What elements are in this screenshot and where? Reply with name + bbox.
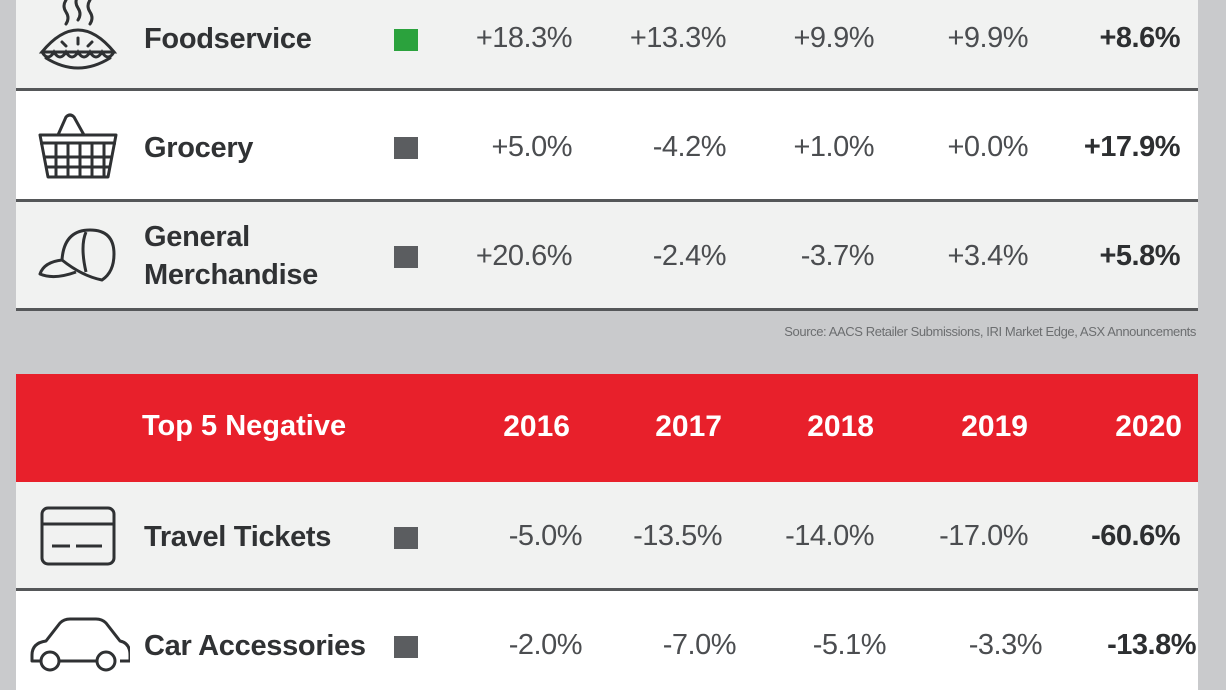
row-label: Car Accessories [144,630,366,662]
value-cell-2020: +8.6% [1099,22,1180,54]
value-cell: +20.6% [475,240,573,272]
value-cell: +9.9% [793,22,874,54]
value-cell: -17.0% [939,520,1028,552]
column-header: 2017 [655,410,722,443]
value-cell: +13.3% [629,22,727,54]
negative-header: Top 5 Negative 2016 2017 2018 2019 2020 [16,374,1198,482]
column-header: 2018 [807,410,874,443]
row-divider [16,308,1198,311]
value-cell: -14.0% [785,520,874,552]
row-label: General [144,221,250,253]
value-cell: +3.4% [947,240,1028,272]
column-header: 2020 [1115,410,1182,443]
pie-icon [36,0,120,78]
value-cell: -7.0% [662,629,737,661]
table-row-grocery: Grocery +5.0% -4.2% +1.0% +0.0% +17.9% [16,91,1198,199]
car-icon [26,601,132,685]
row-divider [16,88,1198,91]
value-cell: -3.3% [968,629,1043,661]
row-divider [16,199,1198,202]
row-label: Grocery [144,132,254,164]
table-row-travel-tickets: Travel Tickets -5.0% -13.5% -14.0% -17.0… [16,482,1198,588]
value-cell: -2.0% [508,629,583,661]
row-label: Merchandise [144,259,318,291]
column-header: 2019 [961,410,1028,443]
section-title: Top 5 Negative [142,410,347,442]
value-cell: +9.9% [947,22,1028,54]
row-divider [16,588,1198,591]
value-cell: +18.3% [475,22,573,54]
ticket-icon [36,494,120,578]
value-cell: -4.2% [652,131,727,163]
legend-swatch [394,527,418,549]
value-cell: -3.7% [800,240,875,272]
row-label: Foodservice [144,23,312,55]
legend-swatch [394,636,418,658]
value-cell-2020: -13.8% [1107,629,1196,661]
basket-icon [36,105,120,189]
cap-icon [36,216,120,300]
value-cell-2020: +5.8% [1099,240,1180,272]
value-cell: +5.0% [491,131,572,163]
value-cell: -2.4% [652,240,727,272]
value-cell: -13.5% [633,520,722,552]
value-cell: -5.0% [508,520,583,552]
column-header: 2016 [503,410,570,443]
value-cell-2020: +17.9% [1083,131,1181,163]
table-row-general-merchandise: General Merchandise +20.6% -2.4% -3.7% +… [16,202,1198,308]
value-cell-2020: -60.6% [1091,520,1180,552]
value-cell: +0.0% [947,131,1028,163]
value-cell: +1.0% [793,131,874,163]
table-row-foodservice: Foodservice +18.3% +13.3% +9.9% +9.9% +8… [16,0,1198,88]
row-label: Travel Tickets [144,521,332,553]
legend-swatch [394,246,418,268]
value-cell: -5.1% [812,629,887,661]
legend-swatch [394,137,418,159]
source-note: Source: AACS Retailer Submissions, IRI M… [784,324,1196,339]
legend-swatch [394,29,418,51]
table-row-car-accessories: Car Accessories -2.0% -7.0% -5.1% -3.3% … [16,591,1198,690]
